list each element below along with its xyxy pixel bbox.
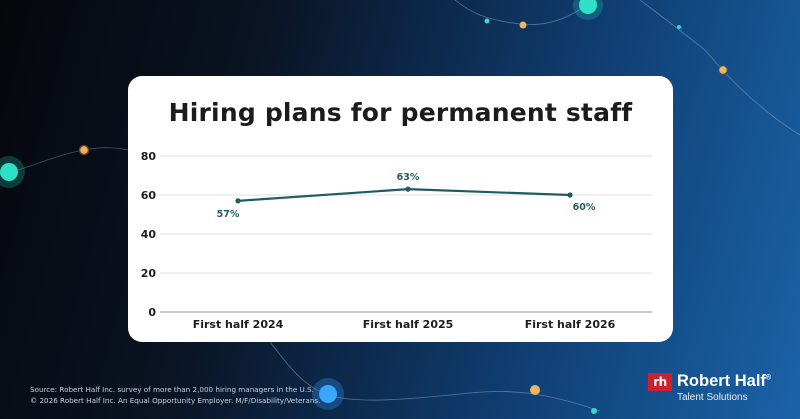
brand-registered-mark: ® bbox=[765, 374, 772, 382]
y-tick-label-0: 0 bbox=[148, 306, 156, 319]
data-point-1 bbox=[235, 198, 241, 204]
footer: Source: Robert Half Inc. survey of more … bbox=[30, 384, 320, 406]
deco-dot-blue-bottom bbox=[312, 378, 344, 410]
x-tick-label-1: First half 2024 bbox=[193, 318, 284, 331]
line-chart: 0 20 40 60 80 57% 63% 60% First half 2024 First h… bbox=[141, 150, 652, 331]
brand-name-text: Robert Half bbox=[677, 372, 766, 390]
deco-dot-gold-top bbox=[519, 21, 527, 29]
x-tick-label-2: First half 2025 bbox=[363, 318, 454, 331]
deco-dot-gold-right bbox=[717, 64, 729, 76]
y-tick-label-20: 20 bbox=[141, 267, 157, 280]
chart-card: Hiring plans for permanent staff 0 20 40 60… bbox=[128, 76, 673, 342]
deco-curve-bottom bbox=[269, 341, 601, 412]
footer-source: Source: Robert Half Inc. survey of more … bbox=[30, 385, 314, 394]
chart-title: Hiring plans for permanent staff bbox=[168, 98, 633, 127]
data-label-2: 63% bbox=[397, 172, 420, 183]
deco-curve-top bbox=[454, 0, 589, 26]
deco-curve-right bbox=[639, 0, 800, 136]
brand-logo-block: rh Robert Half® Talent Solutions bbox=[648, 370, 788, 410]
data-point-2 bbox=[405, 186, 411, 192]
y-tick-label-40: 40 bbox=[141, 228, 157, 241]
footer-copyright: © 2026 Robert Half Inc. An Equal Opportu… bbox=[30, 396, 321, 405]
deco-dot-gold-bottom bbox=[530, 385, 540, 395]
deco-dot-small-teal-top bbox=[484, 18, 490, 24]
y-tick-label-60: 60 bbox=[141, 189, 157, 202]
deco-dot-gold-left bbox=[78, 144, 90, 156]
robert-half-logo-icon: rh bbox=[648, 373, 672, 391]
deco-dot-small-teal-bottom bbox=[591, 408, 597, 414]
deco-dot-teal-left bbox=[0, 156, 25, 188]
y-tick-label-80: 80 bbox=[141, 150, 157, 163]
data-point-3 bbox=[567, 192, 573, 198]
data-label-3: 60% bbox=[573, 202, 596, 213]
brand-subtitle: Talent Solutions bbox=[677, 392, 748, 403]
brand-name: Robert Half® bbox=[677, 372, 771, 391]
deco-dot-teal-top bbox=[573, 0, 603, 20]
deco-dot-small-teal-right bbox=[677, 25, 681, 29]
x-tick-label-3: First half 2026 bbox=[525, 318, 616, 331]
data-label-1: 57% bbox=[217, 209, 240, 220]
